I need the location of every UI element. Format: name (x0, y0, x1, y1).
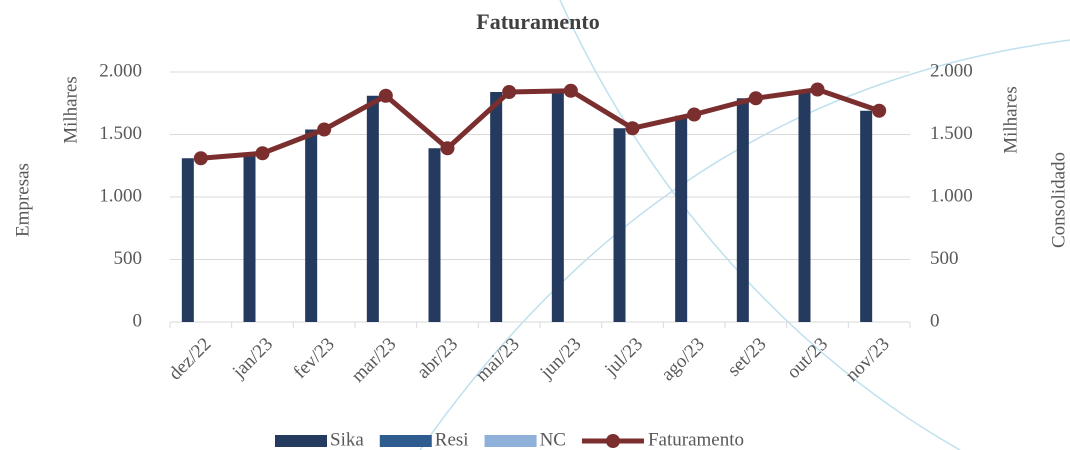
line-marker (810, 82, 825, 97)
line (200, 86, 880, 161)
x-tick-label: ago/23 (657, 334, 708, 385)
bar (798, 89, 811, 322)
bar (490, 92, 503, 322)
legend-label: Sika (330, 429, 364, 450)
line-marker (872, 103, 887, 118)
legend-label: Faturamento (648, 429, 744, 450)
bar (860, 110, 873, 322)
legend-item: Faturamento (581, 429, 744, 450)
y2-display-unit: Milhares (1000, 86, 1021, 154)
x-tick-label: abr/23 (413, 334, 462, 383)
legend-label: NC (540, 429, 566, 450)
bar (305, 129, 318, 322)
x-tick-label: jun/23 (536, 334, 586, 384)
bar (613, 128, 626, 322)
y2-axis-title: Consolidado (1048, 152, 1069, 248)
legend-item: NC (484, 429, 566, 450)
x-tick-label: mar/23 (348, 334, 401, 387)
line-marker (378, 88, 393, 103)
y-tick-label: 500 (114, 248, 143, 269)
y-tick-label: 1.500 (99, 123, 142, 144)
y2-tick-label: 1.500 (930, 123, 973, 144)
bar (551, 90, 564, 322)
line-marker (255, 146, 270, 161)
line-marker (748, 91, 763, 106)
y2-tick-label: 2.000 (930, 60, 973, 81)
line-marker (563, 83, 578, 98)
x-tick-label: set/23 (724, 334, 771, 381)
x-tick-label: jul/23 (600, 334, 647, 381)
legend-item: Sika (275, 429, 364, 450)
x-tick-label: mai/23 (472, 334, 524, 386)
x-tick-label: dez/22 (165, 334, 216, 385)
bar (181, 158, 194, 322)
legend-label: Resi (435, 429, 469, 450)
y2-tick-label: 500 (930, 248, 959, 269)
x-tick-label: nov/23 (842, 334, 894, 386)
y-axis-title: Empresas (12, 163, 33, 237)
legend-swatch (275, 435, 327, 447)
line-marker (440, 141, 455, 156)
decor-curve (559, 0, 961, 450)
bar (366, 95, 379, 322)
legend-item: Resi (379, 429, 469, 450)
y2-tick-label: 0 (930, 310, 940, 331)
x-tick-label: out/23 (783, 334, 832, 383)
legend-swatch (379, 435, 432, 447)
line-marker (687, 107, 702, 122)
y-tick-label: 0 (133, 310, 143, 331)
line-marker (502, 85, 517, 99)
x-tick-label: fev/23 (290, 334, 339, 383)
bar (675, 115, 688, 322)
bar (736, 98, 749, 322)
y-display-unit: Milhares (60, 76, 81, 144)
x-tick-label: jan/23 (228, 334, 277, 383)
y2-tick-label: 1.000 (930, 185, 973, 206)
bar (428, 148, 441, 322)
legend-swatch (605, 434, 620, 448)
legend-swatch (484, 435, 537, 447)
y-tick-label: 2.000 (99, 60, 142, 81)
line-marker (625, 121, 640, 136)
chart-title: Faturamento (476, 9, 599, 34)
y-tick-label: 1.000 (99, 185, 142, 206)
line-marker (193, 151, 208, 166)
line-marker (317, 122, 332, 137)
bar (243, 154, 256, 322)
